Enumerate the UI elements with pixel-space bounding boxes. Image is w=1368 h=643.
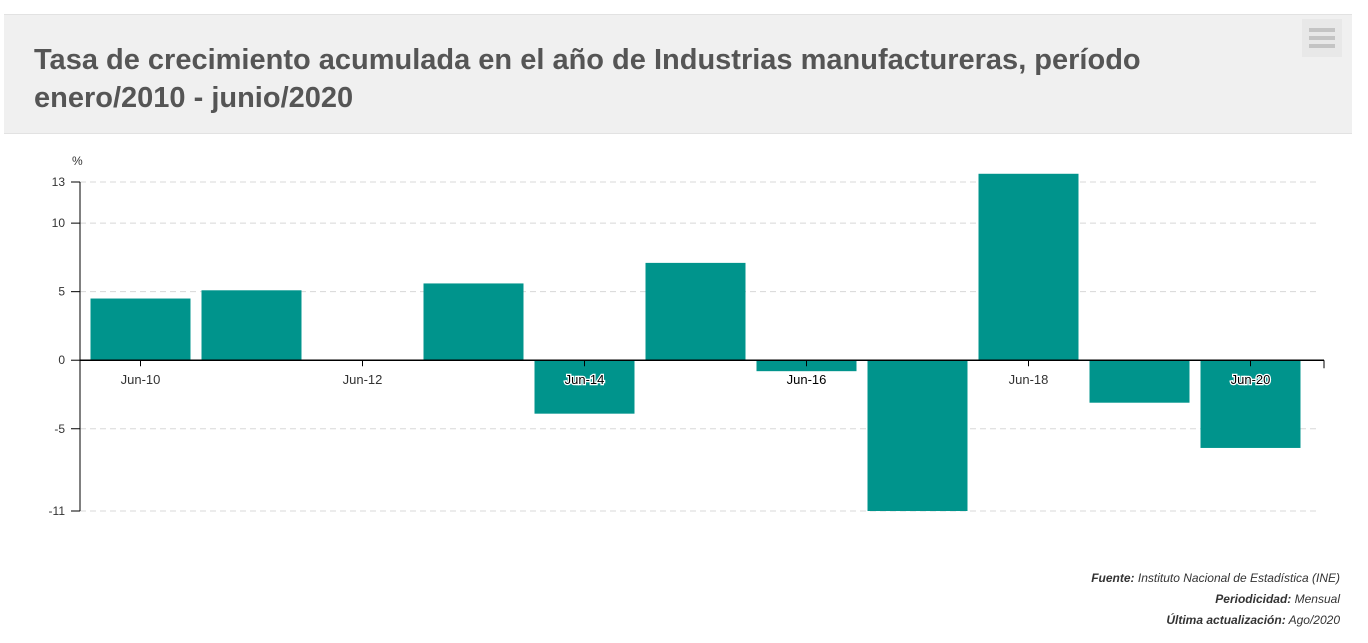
- bar-jun-15[interactable]: [645, 262, 746, 361]
- chart-area: % 13 10 5 0 -5 -11 Jun-10 Jun-12 Jun-14 Jun-16 Jun…: [0, 140, 1368, 540]
- x-tick-label: Jun-16: [787, 372, 827, 387]
- bar-jun-13[interactable]: [423, 283, 524, 361]
- bar-jun-17[interactable]: [867, 360, 968, 511]
- y-tick-label: 0: [58, 353, 65, 367]
- periodicity-row: Periodicidad: Mensual: [1091, 589, 1340, 610]
- hamburger-menu-icon[interactable]: [1302, 19, 1342, 57]
- x-tick-label: Jun-20: [1231, 372, 1271, 387]
- bar-jun-19[interactable]: [1089, 360, 1190, 403]
- periodicity-label: Periodicidad:: [1215, 592, 1292, 606]
- y-tick-label: 13: [52, 175, 66, 189]
- updated-row: Última actualización: Ago/2020: [1091, 610, 1340, 631]
- updated-value: Ago/2020: [1288, 613, 1340, 627]
- y-tick-label: -11: [49, 504, 66, 518]
- chart-header: Tasa de crecimiento acumulada en el año …: [4, 14, 1352, 134]
- bar-jun-14[interactable]: [534, 360, 635, 414]
- source-label: Fuente:: [1091, 571, 1135, 585]
- periodicity-value: Mensual: [1294, 592, 1340, 606]
- bar-chart: % 13 10 5 0 -5 -11 Jun-10 Jun-12 Jun-14 Jun-16 Jun…: [49, 154, 1325, 518]
- y-axis-unit-label: %: [72, 154, 83, 168]
- chart-footer: Fuente: Instituto Nacional de Estadístic…: [1091, 568, 1340, 631]
- x-tick-label: Jun-14: [565, 372, 605, 387]
- bar-jun-18[interactable]: [978, 173, 1079, 361]
- bar-jun-20[interactable]: [1200, 360, 1301, 448]
- x-tick-label: Jun-10: [121, 372, 161, 387]
- bar-jun-11[interactable]: [201, 290, 302, 361]
- source-value: Instituto Nacional de Estadística (INE): [1137, 571, 1340, 585]
- chart-title: Tasa de crecimiento acumulada en el año …: [34, 44, 1141, 114]
- x-tick-label: Jun-12: [343, 372, 383, 387]
- bar-jun-10[interactable]: [90, 298, 191, 361]
- source-row: Fuente: Instituto Nacional de Estadístic…: [1091, 568, 1340, 589]
- y-tick-label: -5: [54, 422, 65, 436]
- y-tick-label: 10: [52, 216, 66, 230]
- y-tick-label: 5: [58, 285, 65, 299]
- x-tick-label: Jun-18: [1009, 372, 1049, 387]
- updated-label: Última actualización:: [1166, 613, 1286, 627]
